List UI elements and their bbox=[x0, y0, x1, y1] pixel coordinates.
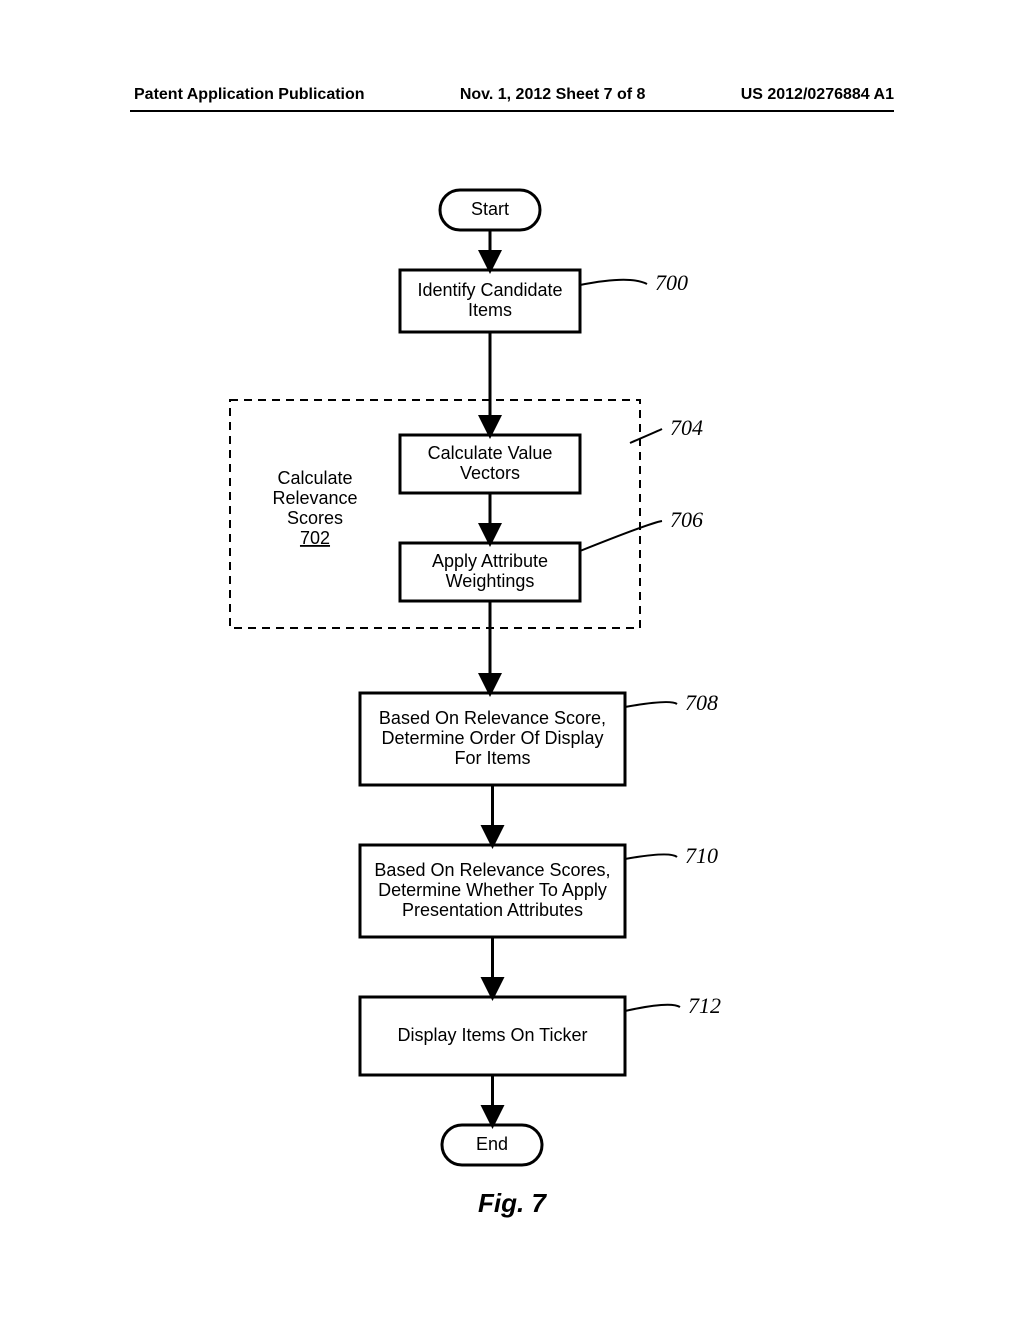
svg-text:Scores: Scores bbox=[287, 508, 343, 528]
header-rule bbox=[130, 110, 894, 112]
svg-text:End: End bbox=[476, 1134, 508, 1154]
svg-text:712: 712 bbox=[688, 993, 721, 1018]
svg-text:Apply Attribute: Apply Attribute bbox=[432, 551, 548, 571]
svg-text:Determine Whether To Apply: Determine Whether To Apply bbox=[378, 880, 607, 900]
svg-text:702: 702 bbox=[300, 528, 330, 548]
svg-text:Based On Relevance Scores,: Based On Relevance Scores, bbox=[374, 860, 610, 880]
flowchart: Start Identify CandidateItems CalculateRel… bbox=[0, 130, 1024, 1280]
svg-text:Display Items On Ticker: Display Items On Ticker bbox=[397, 1025, 587, 1045]
header-left: Patent Application Publication bbox=[134, 86, 365, 104]
svg-text:For Items: For Items bbox=[454, 748, 530, 768]
page-header: Patent Application Publication Nov. 1, 2… bbox=[0, 86, 1024, 104]
page: Patent Application Publication Nov. 1, 2… bbox=[0, 0, 1024, 1320]
svg-text:Based On Relevance Score,: Based On Relevance Score, bbox=[379, 708, 606, 728]
svg-text:700: 700 bbox=[655, 270, 688, 295]
header-center: Nov. 1, 2012 Sheet 7 of 8 bbox=[365, 86, 741, 104]
svg-text:Calculate Value: Calculate Value bbox=[428, 443, 553, 463]
svg-text:Calculate: Calculate bbox=[277, 468, 352, 488]
header-right: US 2012/0276884 A1 bbox=[741, 86, 894, 104]
svg-text:708: 708 bbox=[685, 690, 718, 715]
svg-text:710: 710 bbox=[685, 843, 718, 868]
svg-text:Items: Items bbox=[468, 300, 512, 320]
svg-text:Start: Start bbox=[471, 199, 509, 219]
svg-text:Relevance: Relevance bbox=[272, 488, 357, 508]
svg-text:706: 706 bbox=[670, 507, 703, 532]
svg-text:704: 704 bbox=[670, 415, 703, 440]
svg-text:Identify Candidate: Identify Candidate bbox=[417, 280, 562, 300]
svg-text:Presentation Attributes: Presentation Attributes bbox=[402, 900, 583, 920]
svg-text:Weightings: Weightings bbox=[446, 571, 535, 591]
figure-label: Fig. 7 bbox=[0, 1188, 1024, 1219]
svg-text:Determine Order Of Display: Determine Order Of Display bbox=[381, 728, 603, 748]
svg-text:Vectors: Vectors bbox=[460, 463, 520, 483]
